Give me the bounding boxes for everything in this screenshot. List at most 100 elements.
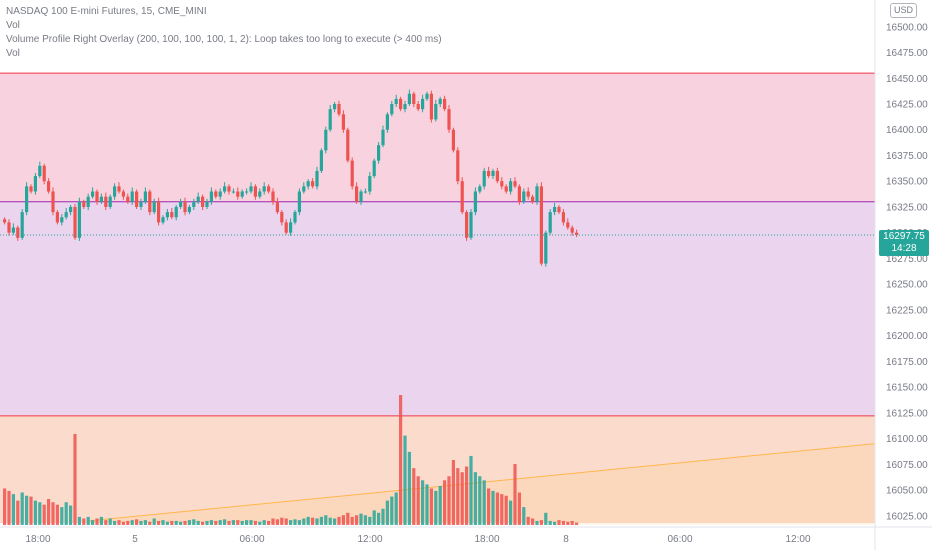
candle-body[interactable] — [372, 160, 376, 177]
candle-body[interactable] — [381, 129, 385, 146]
volume-bar[interactable] — [135, 519, 139, 525]
candle-body[interactable] — [152, 201, 156, 213]
volume-bar[interactable] — [460, 472, 464, 525]
volume-bar[interactable] — [104, 520, 108, 525]
volume-bar[interactable] — [553, 521, 557, 525]
volume-bar[interactable] — [262, 520, 266, 525]
volume-bar[interactable] — [187, 520, 191, 525]
candle-body[interactable] — [522, 191, 526, 202]
candle-body[interactable] — [535, 186, 539, 202]
volume-bar[interactable] — [434, 490, 438, 525]
candle-body[interactable] — [544, 232, 548, 264]
legend-indicator[interactable]: Volume Profile Right Overlay (200, 100, … — [6, 34, 442, 45]
candle-body[interactable] — [47, 181, 51, 192]
candle-body[interactable] — [443, 98, 447, 110]
volume-bar[interactable] — [227, 520, 231, 525]
candle-body[interactable] — [126, 196, 130, 202]
volume-bar[interactable] — [509, 500, 513, 525]
candle-body[interactable] — [359, 191, 363, 202]
volume-bar[interactable] — [82, 518, 86, 526]
volume-bar[interactable] — [91, 520, 95, 525]
candle-body[interactable] — [11, 227, 15, 233]
volume-bar[interactable] — [77, 516, 81, 525]
volume-bar[interactable] — [275, 519, 279, 525]
legend-vol-label-2[interactable]: Vol — [6, 48, 20, 59]
volume-bar[interactable] — [355, 515, 359, 525]
volume-bar[interactable] — [372, 510, 376, 525]
candle-body[interactable] — [143, 191, 147, 202]
volume-bar[interactable] — [575, 522, 579, 525]
candle-body[interactable] — [478, 186, 482, 192]
candle-body[interactable] — [456, 150, 460, 182]
candle-body[interactable] — [196, 196, 200, 202]
candle-body[interactable] — [192, 201, 196, 207]
volume-bar[interactable] — [412, 468, 416, 525]
volume-bar[interactable] — [33, 500, 37, 525]
volume-bar[interactable] — [324, 515, 328, 525]
candle-body[interactable] — [135, 191, 139, 207]
volume-bar[interactable] — [363, 515, 367, 525]
volume-bar[interactable] — [539, 520, 543, 525]
candle-body[interactable] — [33, 176, 37, 192]
candle-body[interactable] — [504, 186, 508, 192]
volume-bar[interactable] — [443, 480, 447, 525]
candle-body[interactable] — [139, 201, 143, 207]
volume-bar[interactable] — [51, 502, 55, 525]
candle-body[interactable] — [205, 201, 209, 207]
candle-body[interactable] — [16, 227, 20, 238]
volume-bar[interactable] — [306, 516, 310, 525]
candle-body[interactable] — [531, 196, 535, 202]
volume-bar[interactable] — [258, 521, 262, 525]
candle-body[interactable] — [218, 191, 222, 197]
volume-bar[interactable] — [183, 520, 187, 525]
candle-body[interactable] — [311, 181, 315, 187]
volume-bar[interactable] — [223, 519, 227, 525]
candle-body[interactable] — [368, 176, 372, 192]
volume-bar[interactable] — [55, 504, 59, 525]
candle-body[interactable] — [337, 104, 341, 115]
volume-bar[interactable] — [328, 517, 332, 525]
candle-body[interactable] — [566, 222, 570, 228]
candle-body[interactable] — [3, 219, 7, 223]
candle-body[interactable] — [82, 201, 86, 207]
candle-body[interactable] — [394, 98, 398, 105]
volume-bar[interactable] — [139, 520, 143, 525]
candle-body[interactable] — [517, 186, 521, 202]
candle-body[interactable] — [275, 201, 279, 213]
candle-body[interactable] — [350, 160, 354, 187]
candle-body[interactable] — [38, 165, 42, 177]
volume-bar[interactable] — [121, 521, 125, 525]
candle-body[interactable] — [390, 104, 394, 115]
candle-body[interactable] — [95, 191, 99, 202]
candle-body[interactable] — [245, 191, 249, 193]
candle-body[interactable] — [289, 222, 293, 233]
volume-bar[interactable] — [245, 520, 249, 525]
candle-body[interactable] — [557, 206, 561, 213]
volume-bar[interactable] — [456, 468, 460, 525]
volume-bar[interactable] — [469, 455, 473, 525]
candle-body[interactable] — [130, 191, 134, 202]
candle-body[interactable] — [473, 191, 477, 213]
volume-bar[interactable] — [416, 476, 420, 525]
volume-bar[interactable] — [315, 518, 319, 526]
volume-bar[interactable] — [20, 492, 24, 526]
volume-bar[interactable] — [478, 476, 482, 525]
volume-bar[interactable] — [7, 490, 11, 525]
volume-bar[interactable] — [504, 495, 508, 525]
volume-bar[interactable] — [60, 507, 64, 525]
volume-bar[interactable] — [69, 505, 73, 526]
volume-bar[interactable] — [284, 518, 288, 526]
volume-bar[interactable] — [165, 521, 169, 525]
volume-bar[interactable] — [231, 520, 235, 525]
volume-bar[interactable] — [196, 520, 200, 525]
volume-bar[interactable] — [447, 476, 451, 525]
candle-body[interactable] — [425, 93, 429, 99]
candle-body[interactable] — [412, 93, 416, 105]
volume-bar[interactable] — [209, 520, 213, 525]
volume-bar[interactable] — [297, 520, 301, 525]
volume-bar[interactable] — [526, 516, 530, 525]
candle-body[interactable] — [416, 104, 420, 110]
candle-body[interactable] — [174, 206, 178, 218]
candle-body[interactable] — [355, 186, 359, 202]
candle-body[interactable] — [341, 114, 345, 130]
